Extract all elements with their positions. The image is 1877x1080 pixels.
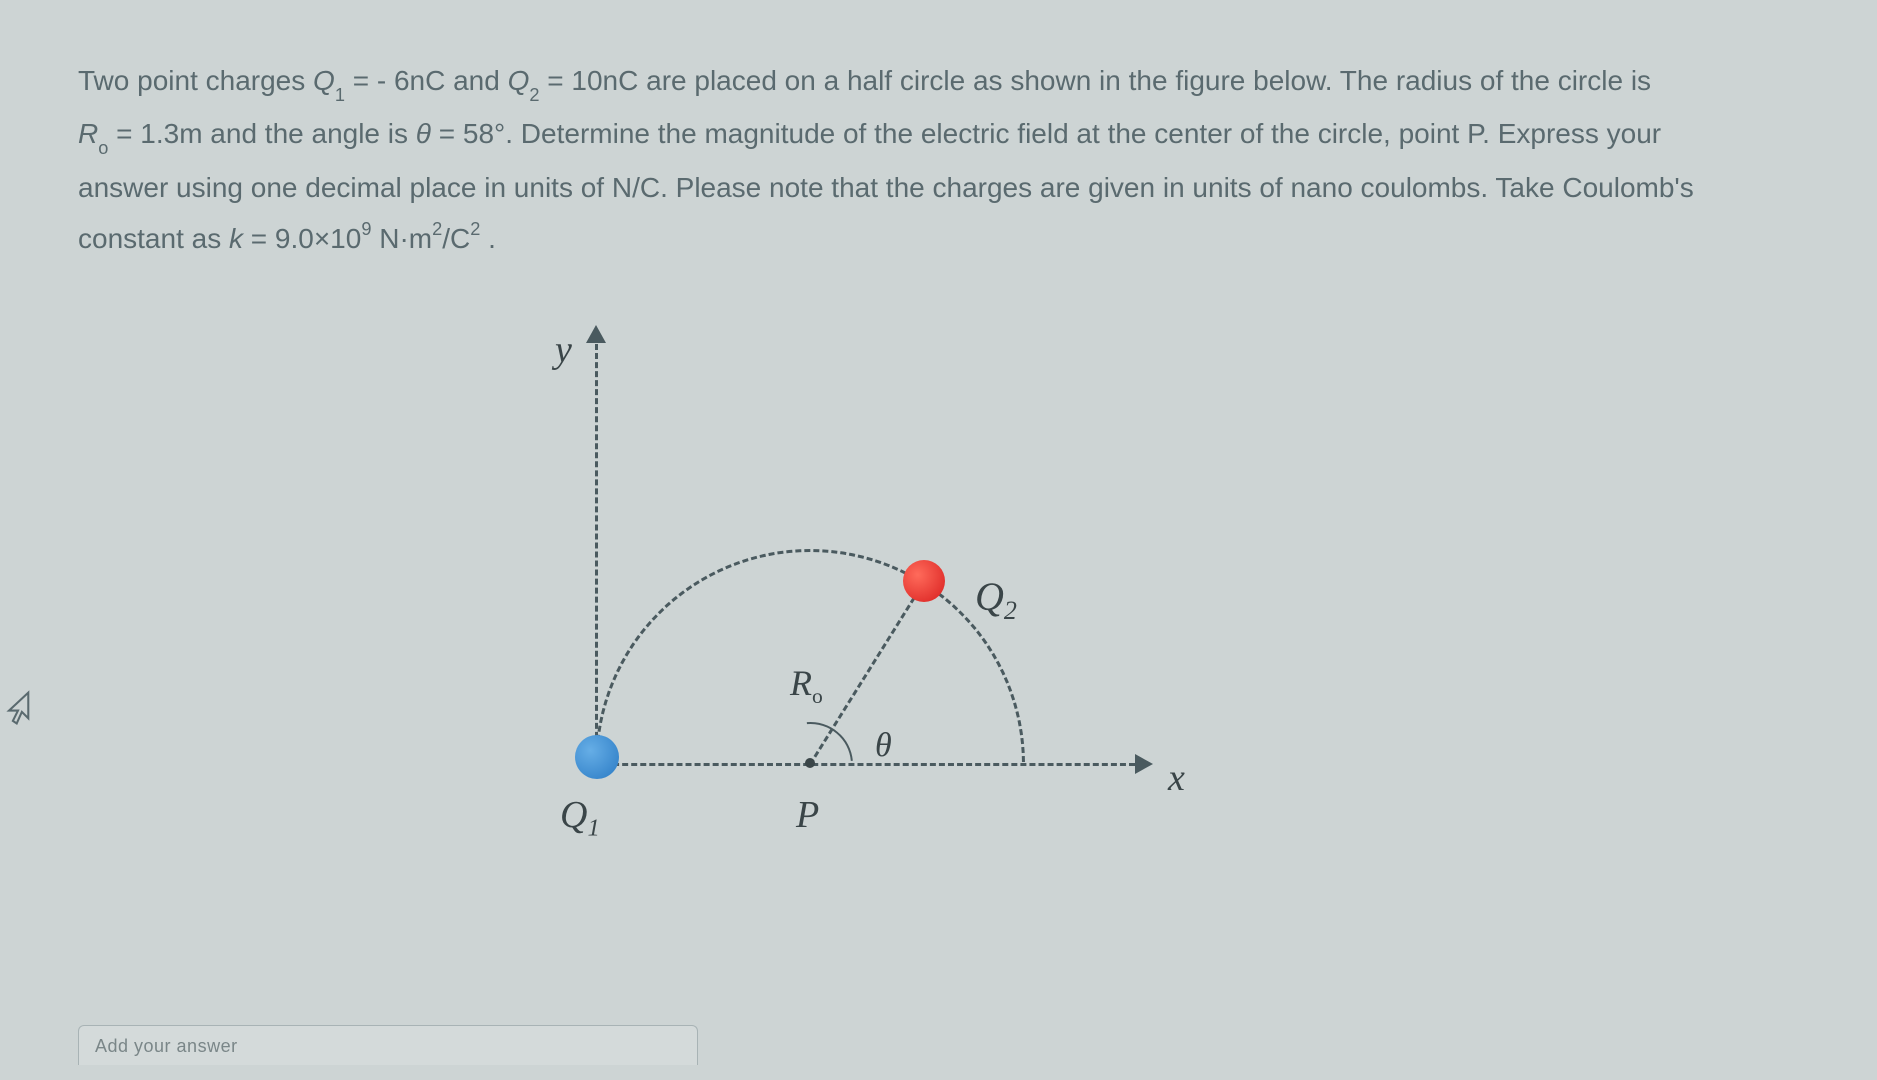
sup-c2: 2	[470, 219, 480, 239]
sup-m2: 2	[432, 219, 442, 239]
sup-9: 9	[361, 219, 371, 239]
charge-q1-dot	[575, 735, 619, 779]
problem-content: Two point charges Q1 = - 6nC and Q2 = 10…	[0, 0, 1780, 855]
charge-q2-dot	[903, 560, 945, 602]
text: answer using one decimal place in units …	[78, 172, 1694, 203]
x-axis-label: x	[1168, 743, 1185, 813]
var-k: k	[229, 223, 243, 254]
text: /C	[442, 223, 470, 254]
figure: y x θ Ro Q1 Q2 P	[500, 295, 1200, 855]
text: Two point charges	[78, 65, 313, 96]
theta-label: θ	[875, 715, 892, 778]
text: = - 6nC and	[345, 65, 508, 96]
text: constant as	[78, 223, 229, 254]
y-axis	[595, 335, 598, 765]
var-q2: Q	[508, 65, 530, 96]
text: N·m	[371, 223, 432, 254]
sub-1: 1	[335, 85, 345, 105]
var-theta: θ	[416, 118, 431, 149]
text: = 9.0×10	[243, 223, 361, 254]
charge-q1-label: Q1	[560, 780, 600, 851]
sub-ro: o	[98, 138, 108, 158]
radius-label: Ro	[790, 650, 823, 717]
sub-2: 2	[529, 85, 539, 105]
y-arrow-icon	[586, 325, 606, 343]
cursor-icon	[4, 690, 32, 734]
text: = 10nC are placed on a half circle as sh…	[540, 65, 1652, 96]
point-p-label: P	[796, 780, 819, 850]
y-axis-label: y	[555, 315, 572, 385]
text: = 58°. Determine the magnitude of the el…	[431, 118, 1661, 149]
problem-text: Two point charges Q1 = - 6nC and Q2 = 10…	[78, 55, 1702, 265]
answer-input[interactable]: Add your answer	[78, 1025, 698, 1065]
charge-q2-label: Q2	[975, 560, 1017, 635]
x-arrow-icon	[1135, 754, 1153, 774]
text: .	[480, 223, 496, 254]
var-q1: Q	[313, 65, 335, 96]
var-r: R	[78, 118, 98, 149]
text: = 1.3m and the angle is	[108, 118, 415, 149]
